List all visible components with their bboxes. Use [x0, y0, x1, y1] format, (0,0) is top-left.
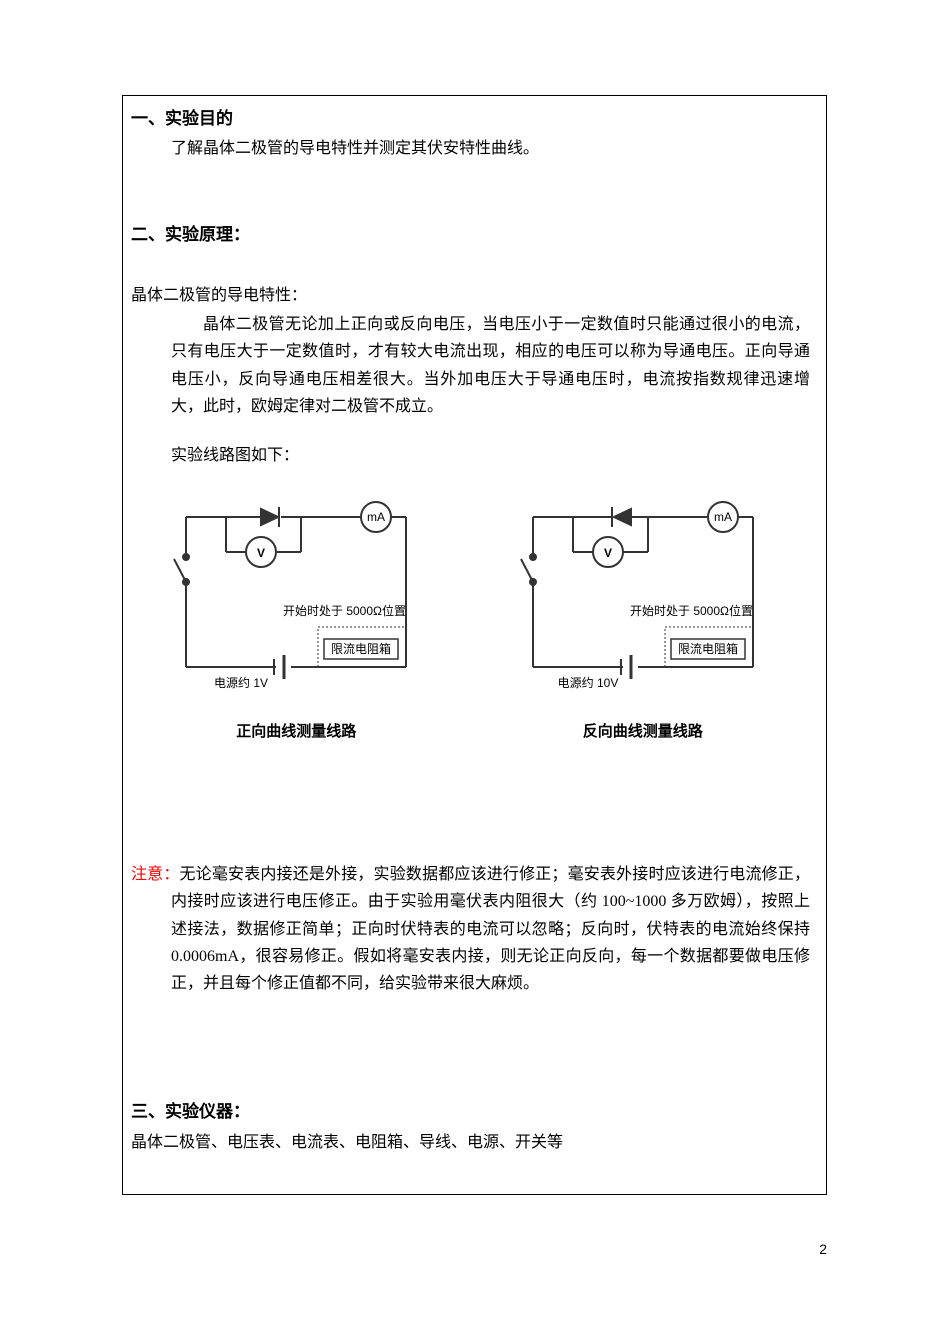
diagram-intro: 实验线路图如下： [123, 442, 816, 469]
note-block: 注意：无论毫安表内接还是外接，实验数据都应该进行修正；毫安表外接时应该进行电流修… [123, 861, 816, 997]
circuit-forward-svg: mA V 开始时处于 5000Ω位置 限流电阻箱 电源约 1V [146, 487, 446, 717]
section1-heading: 一、实验目的 [123, 104, 816, 129]
circuit-reverse-svg: mA V 开始时处于 5000Ω位置 限流电阻箱 电源约 10V [493, 487, 793, 717]
spacer [123, 424, 816, 442]
section3-body: 晶体二极管、电压表、电流表、电阻箱、导线、电源、开关等 [123, 1128, 816, 1152]
circuit-forward-caption: 正向曲线测量线路 [146, 720, 446, 741]
section3-heading: 三、实验仪器： [123, 1097, 816, 1122]
page-frame: 一、实验目的 了解晶体二极管的导电特性并测定其伏安特性曲线。 二、实验原理： 晶… [122, 95, 827, 1195]
spacer [123, 166, 816, 220]
page-number: 2 [819, 1241, 827, 1257]
section2-heading: 二、实验原理： [123, 220, 816, 245]
section1-body: 了解晶体二极管的导电特性并测定其伏安特性曲线。 [123, 135, 816, 162]
circuit-area: mA V 开始时处于 5000Ω位置 限流电阻箱 电源约 1V 正向曲线测量线路 [123, 473, 816, 757]
v-label: V [257, 546, 265, 560]
resistor-label: 限流电阻箱 [331, 641, 391, 656]
ma-label: mA [367, 510, 385, 524]
circuit-forward: mA V 开始时处于 5000Ω位置 限流电阻箱 电源约 1V 正向曲线测量线路 [146, 487, 446, 747]
resistor-label: 限流电阻箱 [678, 641, 738, 656]
source-label: 电源约 10V [557, 675, 618, 690]
spacer [123, 251, 816, 275]
v-label: V [604, 546, 612, 560]
source-label: 电源约 1V [214, 675, 268, 690]
ma-label: mA [714, 510, 732, 524]
section2-subheading: 晶体二极管的导电特性： [123, 281, 816, 305]
spacer [123, 997, 816, 1097]
note-body: 无论毫安表内接还是外接，实验数据都应该进行修正；毫安表外接时应该进行电流修正，内… [171, 866, 810, 992]
start-pos-label: 开始时处于 5000Ω位置 [630, 603, 753, 618]
spacer [123, 761, 816, 861]
circuit-reverse: mA V 开始时处于 5000Ω位置 限流电阻箱 电源约 10V 反向曲线测量线… [493, 487, 793, 747]
circuit-reverse-caption: 反向曲线测量线路 [493, 720, 793, 741]
note-label: 注意： [131, 866, 180, 883]
section2-body: 晶体二极管无论加上正向或反向电压，当电压小于一定数值时只能通过很小的电流，只有电… [123, 311, 816, 420]
start-pos-label: 开始时处于 5000Ω位置 [283, 603, 406, 618]
